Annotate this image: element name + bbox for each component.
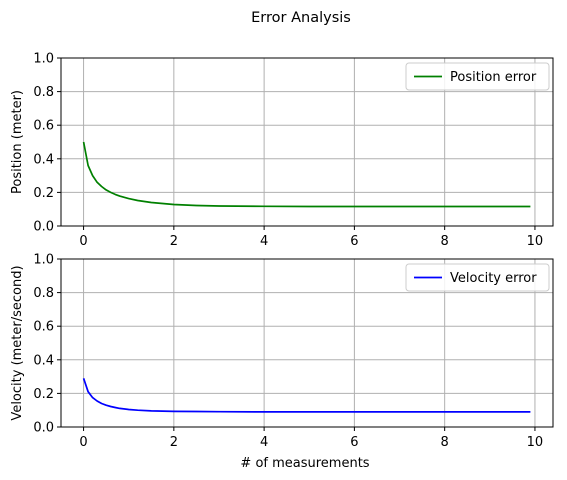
x-tick-label: 2: [170, 435, 178, 450]
x-tick-label: 0: [79, 435, 87, 450]
x-tick-label: 4: [260, 234, 268, 249]
y-tick-label: 0.8: [33, 85, 54, 100]
legend-label: Velocity error: [450, 271, 537, 286]
x-axis-label: # of measurements: [240, 456, 369, 471]
subplot-1: 0 2 4 6 8 10 0.0 0.2 0.4 0.6 0.8 1.0 Position (meter…: [10, 52, 554, 249]
y-axis-label: Position (meter): [10, 90, 25, 194]
x-tick-label: 4: [260, 435, 268, 450]
y-tick-label: 0.2: [33, 186, 54, 201]
x-tick-label: 8: [441, 234, 449, 249]
legend-box: [405, 62, 550, 91]
legend-box: [405, 263, 550, 292]
subplot-2: 0 2 4 6 8 10 0.0 0.2 0.4 0.6 0.8 1.0 Velocity (meter…: [10, 253, 554, 471]
y-tick-label: 0.6: [33, 320, 54, 335]
legend: Velocity error: [405, 263, 550, 292]
series-line-1: [82, 378, 531, 413]
x-tick-label: 10: [527, 435, 544, 450]
y-tick-label: 0.2: [33, 387, 54, 402]
y-tick-label: 1.0: [33, 52, 54, 67]
x-tick-label: 8: [441, 435, 449, 450]
legend: Position error: [405, 62, 550, 91]
y-tick-label: 0.8: [33, 286, 54, 301]
y-tick-label: 0.4: [33, 152, 54, 167]
y-tick-label: 0.0: [33, 220, 54, 235]
figure-title: Error Analysis: [251, 10, 351, 26]
plot-frame: [60, 258, 554, 428]
series-line-1: [82, 141, 531, 208]
y-axis-label: Velocity (meter/second): [10, 265, 25, 420]
x-tick-label: 10: [527, 234, 544, 249]
subplots: 0 2 4 6 8 10 0.0 0.2 0.4 0.6 0.8 1.0 Position (meter…: [10, 52, 554, 471]
x-tick-label: 0: [79, 234, 87, 249]
plot-frame: [60, 57, 554, 227]
x-tick-label: 2: [170, 234, 178, 249]
y-tick-label: 1.0: [33, 253, 54, 268]
x-tick-label: 6: [350, 435, 358, 450]
legend-label: Position error: [450, 70, 537, 85]
y-tick-label: 0.6: [33, 119, 54, 134]
y-tick-label: 0.0: [33, 421, 54, 436]
x-tick-label: 6: [350, 234, 358, 249]
y-tick-label: 0.4: [33, 353, 54, 368]
